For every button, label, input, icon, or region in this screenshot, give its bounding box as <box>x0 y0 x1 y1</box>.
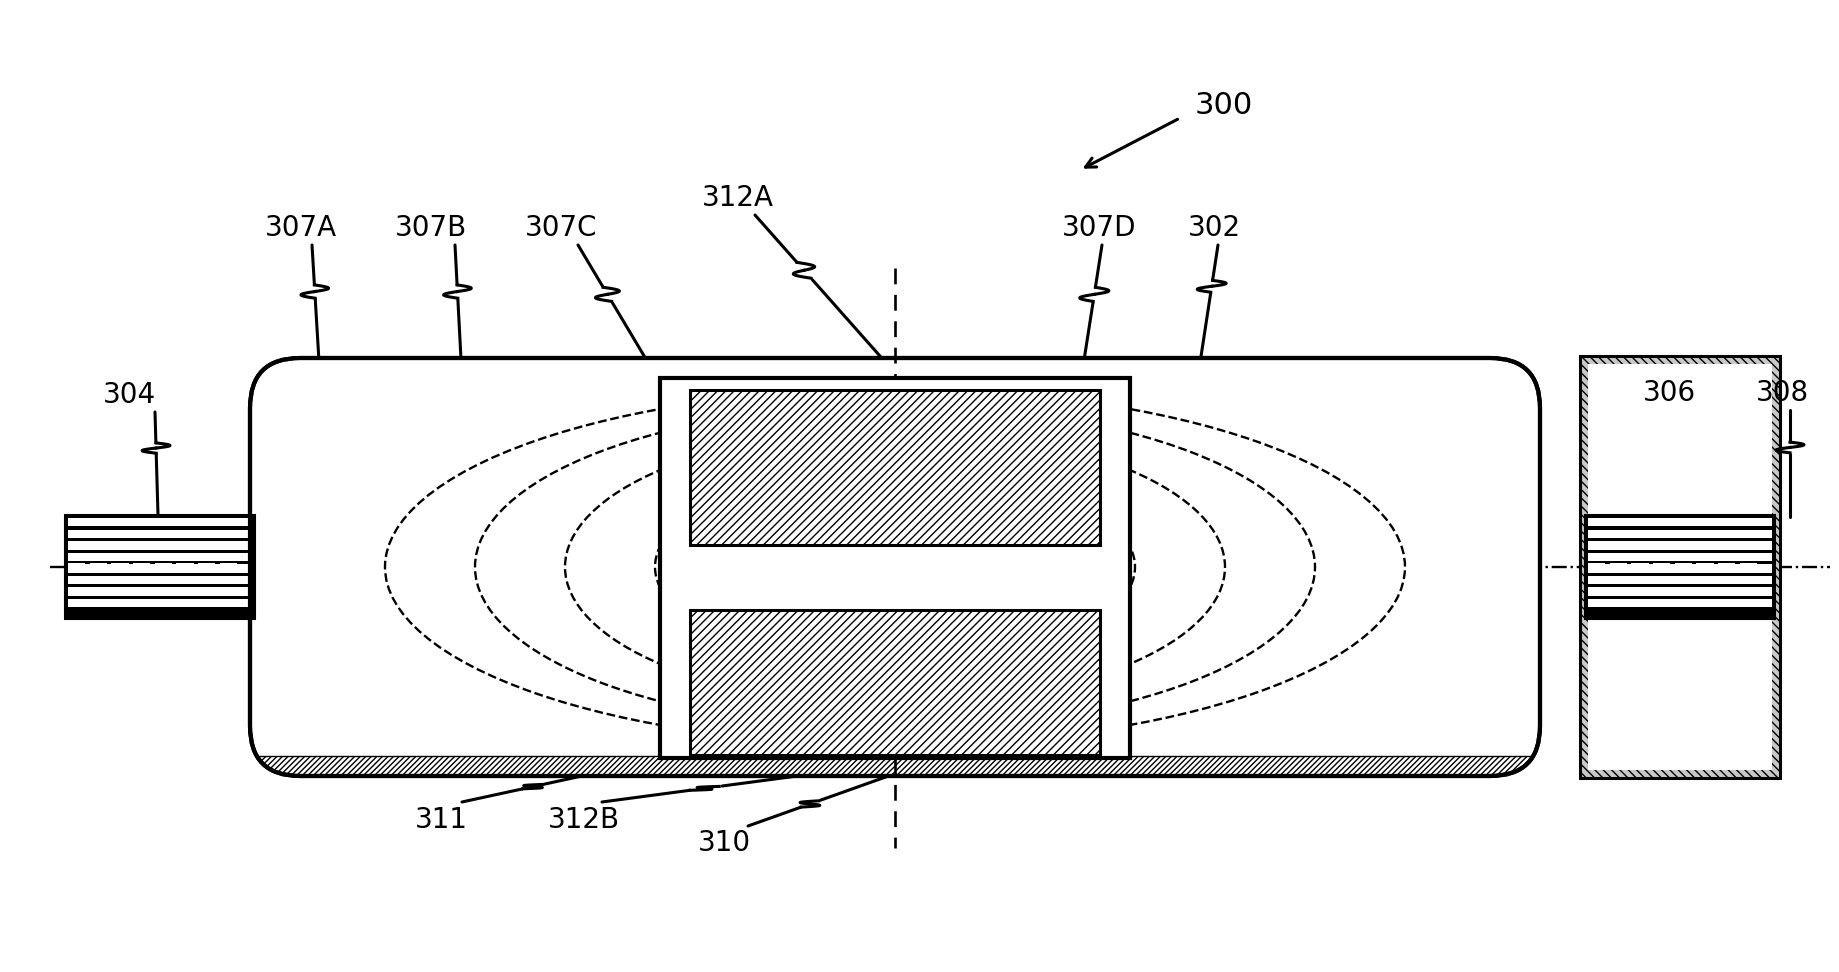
Text: 310: 310 <box>697 829 750 857</box>
Text: 304: 304 <box>103 381 156 409</box>
Text: 307A: 307A <box>265 214 337 242</box>
Bar <box>90 563 107 571</box>
Bar <box>154 563 171 571</box>
Bar <box>250 756 1539 776</box>
Bar <box>68 553 252 561</box>
Bar <box>690 390 1100 545</box>
Text: 307D: 307D <box>1061 214 1137 242</box>
Bar <box>1587 564 1771 573</box>
Bar <box>1587 530 1771 538</box>
Bar <box>1587 364 1771 770</box>
Bar <box>1673 563 1690 571</box>
Bar <box>64 515 256 619</box>
Bar <box>110 563 129 571</box>
Text: 312B: 312B <box>548 806 620 834</box>
Bar <box>1696 563 1712 571</box>
Text: 300: 300 <box>1194 90 1252 120</box>
Bar <box>199 563 215 571</box>
Text: 312A: 312A <box>702 184 774 212</box>
Bar <box>1587 553 1771 561</box>
Bar <box>1587 599 1771 608</box>
Bar <box>1587 563 1604 571</box>
FancyBboxPatch shape <box>250 358 1539 776</box>
Bar <box>177 563 193 571</box>
Bar <box>219 563 237 571</box>
Bar <box>68 563 85 571</box>
Text: 311: 311 <box>416 806 467 834</box>
Bar <box>690 610 1100 755</box>
Bar <box>68 575 252 584</box>
Bar <box>68 530 252 538</box>
Bar <box>1583 515 1775 619</box>
Bar <box>68 564 252 573</box>
Bar <box>1651 563 1670 571</box>
Text: 308: 308 <box>1754 379 1808 407</box>
Bar <box>1587 541 1771 549</box>
Bar <box>660 378 1129 758</box>
Text: 307C: 307C <box>524 214 598 242</box>
Bar <box>68 599 252 608</box>
Bar <box>68 587 252 596</box>
Bar <box>1738 563 1756 571</box>
Bar <box>68 518 252 527</box>
Bar <box>132 563 151 571</box>
Text: 307B: 307B <box>395 214 467 242</box>
Bar <box>1609 563 1626 571</box>
Bar <box>1587 575 1771 584</box>
Bar <box>1587 518 1771 527</box>
Bar <box>1718 563 1734 571</box>
Bar <box>1580 356 1778 778</box>
Text: 306: 306 <box>1642 379 1696 407</box>
Bar <box>68 541 252 549</box>
Bar <box>1631 563 1648 571</box>
Text: 302: 302 <box>1188 214 1241 242</box>
Bar <box>1587 587 1771 596</box>
